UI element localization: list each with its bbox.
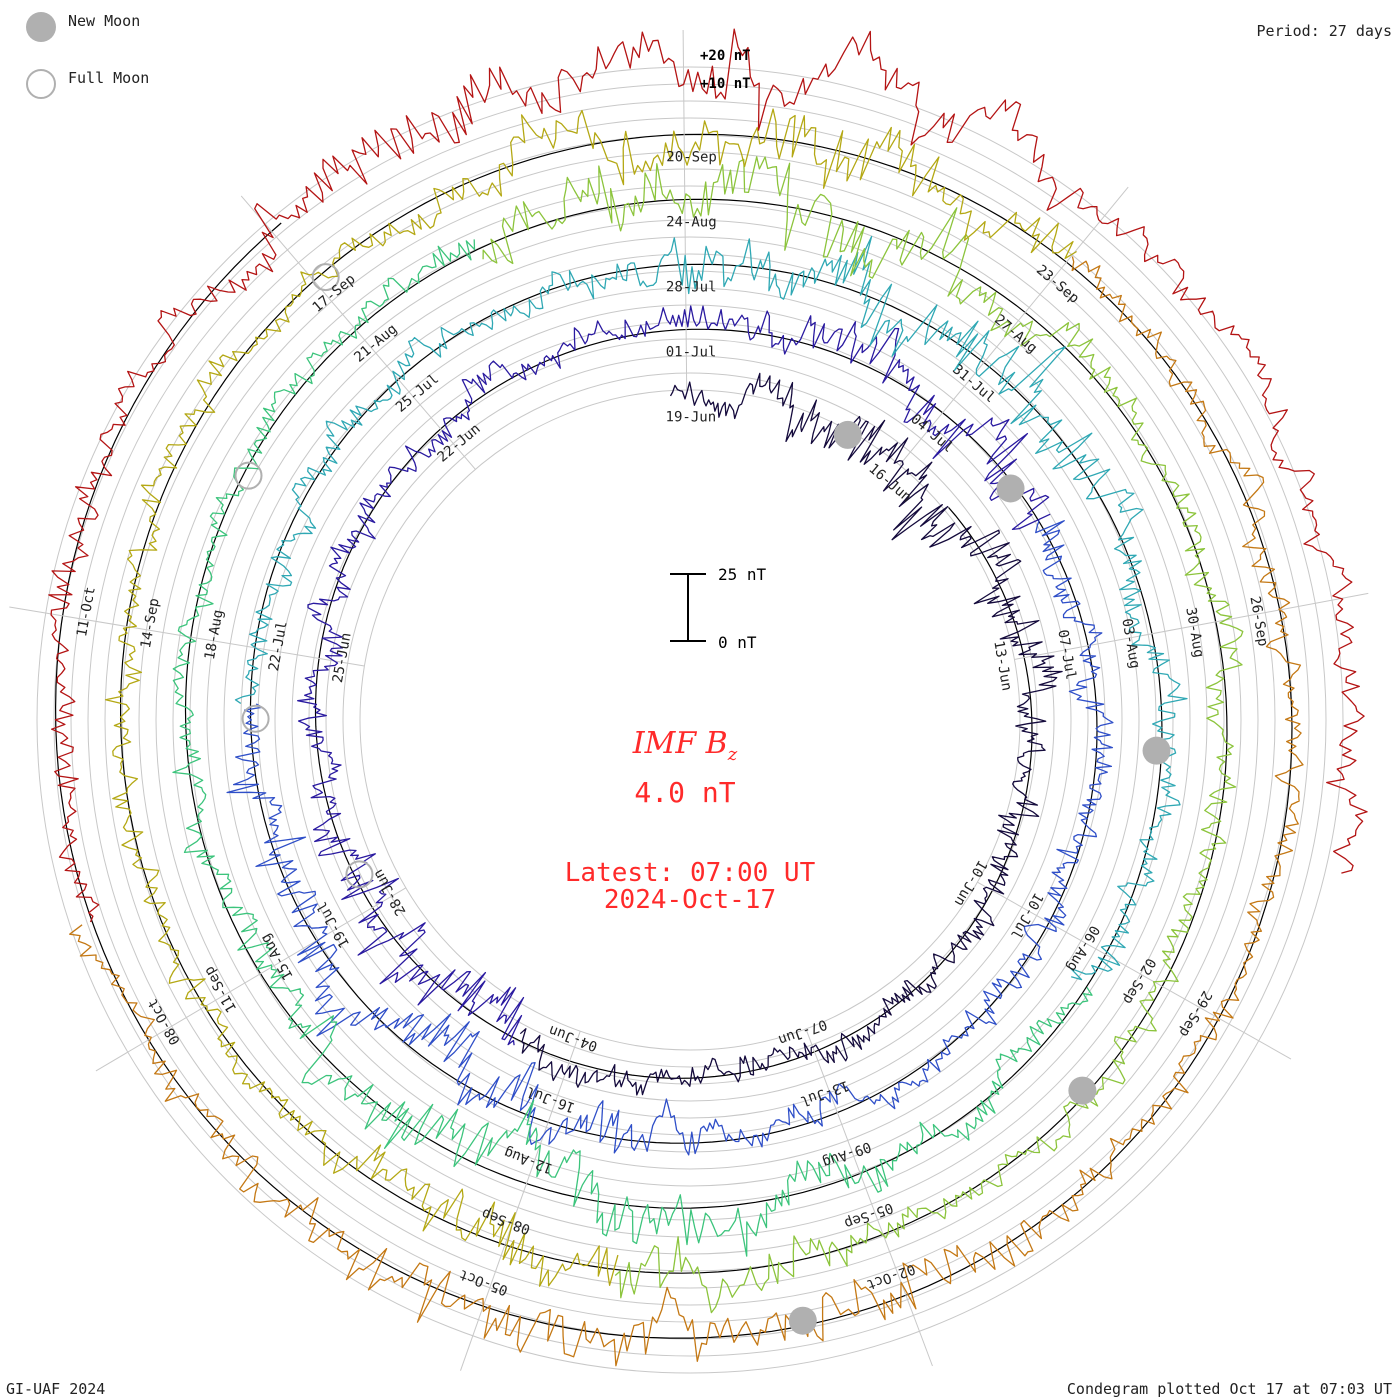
grid-circle <box>274 304 1106 1136</box>
date-tick-label: 07-Jun <box>776 1016 829 1048</box>
legend-new-moon-label: New Moon <box>68 12 141 30</box>
ring-label-plus20: +20 nT <box>700 48 751 64</box>
footer-credit: GI-UAF 2024 <box>6 1380 106 1398</box>
bz-trace-segment <box>48 28 1368 923</box>
grid-circle <box>359 389 1021 1051</box>
scale-bar: 25 nT 0 nT <box>670 565 767 652</box>
period-label: Period: 27 days <box>1256 22 1392 40</box>
grid-circle <box>325 355 1055 1085</box>
grid-circle <box>206 236 1174 1204</box>
scale-bottom-label: 0 nT <box>718 633 757 652</box>
moon-markers <box>234 263 1171 1335</box>
date-tick-label: 28-Jul <box>666 279 717 295</box>
full-moon-marker <box>345 860 374 889</box>
full-moon-marker <box>234 461 263 490</box>
date-tick-label: 25-Jun <box>330 631 355 684</box>
bz-traces <box>48 28 1368 1367</box>
grid-spoke <box>1014 592 1369 660</box>
date-tick-label: 16-Jun <box>865 461 914 506</box>
ring-label-plus10: +10 nT <box>700 76 751 92</box>
date-tick-label: 19-Jun <box>666 409 717 425</box>
bz-trace-segment <box>234 235 1188 981</box>
new-moon-marker <box>1068 1076 1097 1105</box>
latest-date: 2024-Oct-17 <box>603 885 777 915</box>
legend-full-moon-label: Full Moon <box>68 69 150 87</box>
grid-circle <box>240 270 1140 1170</box>
date-tick-label: 14-Sep <box>138 597 163 650</box>
grid-circle <box>36 66 1344 1374</box>
date-tick-label: 09-Aug <box>820 1138 873 1170</box>
date-tick-label: 26-Sep <box>1246 595 1270 648</box>
grid-spoke <box>240 195 476 470</box>
chart-title: IMF Bz <box>560 726 810 765</box>
grid-spoke <box>95 887 407 1072</box>
chart-title-sub: z <box>727 744 738 765</box>
new-moon-marker <box>1142 736 1171 765</box>
latest-value: 4.0 nT <box>634 776 736 809</box>
grid-circle <box>308 338 1072 1102</box>
date-tick-label: 10-Jun <box>951 857 990 909</box>
bz-trace-segment <box>69 256 1304 1367</box>
full-moon-marker <box>311 263 340 292</box>
grid-circle <box>155 185 1225 1255</box>
date-tick-label: 30-Aug <box>1182 606 1206 659</box>
date-tick-label: 29-Sep <box>1176 988 1215 1040</box>
grid-spoke <box>805 1028 933 1367</box>
grid-circle <box>172 202 1208 1238</box>
footer-plotted: Condegram plotted Oct 17 at 07:03 UT <box>1066 1380 1392 1398</box>
date-tick-label: 01-Jul <box>666 344 717 360</box>
grid-circle <box>291 321 1089 1119</box>
date-tick-label: 18-Aug <box>202 608 227 661</box>
chart-title-main: IMF B <box>632 726 728 761</box>
legend-full-moon: Full Moon <box>26 69 149 99</box>
new-moon-marker <box>996 474 1025 503</box>
scale-top-label: 25 nT <box>718 565 767 584</box>
legend-new-moon: New Moon <box>26 12 140 42</box>
grid-spoke <box>977 881 1292 1060</box>
bz-trace-segment <box>226 520 1114 1156</box>
full-moon-marker <box>241 704 270 733</box>
date-tick-label: 04-Jun <box>547 1022 600 1054</box>
date-tick-label: 12-Aug <box>502 1144 555 1176</box>
grid-spoke <box>899 186 1129 466</box>
full-moon-icon <box>26 69 56 99</box>
date-tick-label: 03-Aug <box>1118 617 1142 670</box>
date-tick-label: 24-Aug <box>666 214 717 230</box>
date-tick-label: 13-Jul <box>798 1077 851 1109</box>
bz-trace-segment <box>104 108 1077 1287</box>
grid-circle <box>70 100 1310 1340</box>
bz-trace-segment <box>297 305 1051 1046</box>
grid-spoke <box>460 1031 581 1371</box>
date-tick-label: 22-Jul <box>266 620 291 673</box>
grid-spoke <box>682 30 688 391</box>
grid-circle <box>138 168 1242 1272</box>
bz-trace-segment <box>519 372 1063 1096</box>
grid-circle <box>342 372 1038 1068</box>
grid-circle <box>53 83 1327 1357</box>
date-tick-label: 20-Sep <box>666 149 717 165</box>
bz-trace-segment <box>482 156 1244 1314</box>
date-tick-label: 15-Aug <box>258 931 297 983</box>
latest-time: Latest: 07:00 UT <box>564 858 816 888</box>
grid-circle <box>223 253 1157 1187</box>
new-moon-marker <box>788 1306 817 1335</box>
new-moon-marker <box>833 420 862 449</box>
grid-circle <box>121 151 1259 1289</box>
zero-reference-spiral <box>54 133 1293 1339</box>
date-tick-label: 05-Oct <box>457 1266 510 1298</box>
date-tick-label: 13-Jun <box>990 640 1014 693</box>
grid-spokes <box>9 30 1369 1371</box>
grid-circles <box>36 66 1344 1374</box>
date-tick-labels: 19-Jun 16-Jun 13-Jun 10-Jun 07-Jun 04-Jun 28-J… <box>74 149 1271 1298</box>
date-tick-label: 05-Sep <box>842 1199 895 1231</box>
new-moon-icon <box>26 12 56 42</box>
